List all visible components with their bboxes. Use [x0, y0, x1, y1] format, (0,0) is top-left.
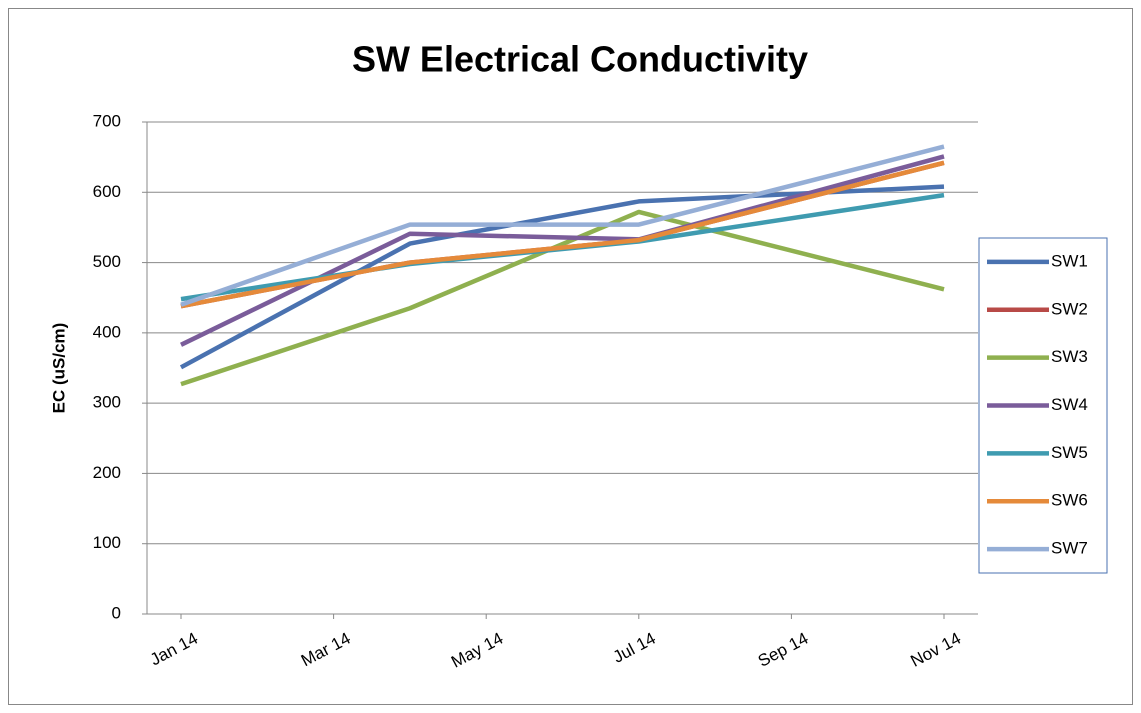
y-tick-label: 600 [93, 182, 121, 201]
chart-title: SW Electrical Conductivity [352, 39, 808, 80]
legend-label: SW4 [1051, 395, 1088, 414]
legend-label: SW1 [1051, 251, 1088, 270]
y-tick-label: 300 [93, 393, 121, 412]
y-tick-label: 100 [93, 533, 121, 552]
legend-label: SW7 [1051, 539, 1088, 558]
y-tick-label: 500 [93, 252, 121, 271]
y-tick-label: 700 [93, 111, 121, 130]
legend-label: SW3 [1051, 347, 1088, 366]
line-series [180, 160, 945, 309]
line-series [180, 144, 945, 307]
line-series [180, 209, 945, 387]
chart-border [8, 8, 1133, 705]
y-tick-label: 200 [93, 463, 121, 482]
legend-label: SW5 [1051, 443, 1088, 462]
y-tick-label: 400 [93, 322, 121, 341]
y-tick-label: 0 [112, 603, 121, 622]
line-series [180, 154, 945, 347]
legend-label: SW6 [1051, 491, 1088, 510]
legend-label: SW2 [1051, 299, 1088, 318]
y-axis-label: EC (uS/cm) [49, 323, 68, 414]
